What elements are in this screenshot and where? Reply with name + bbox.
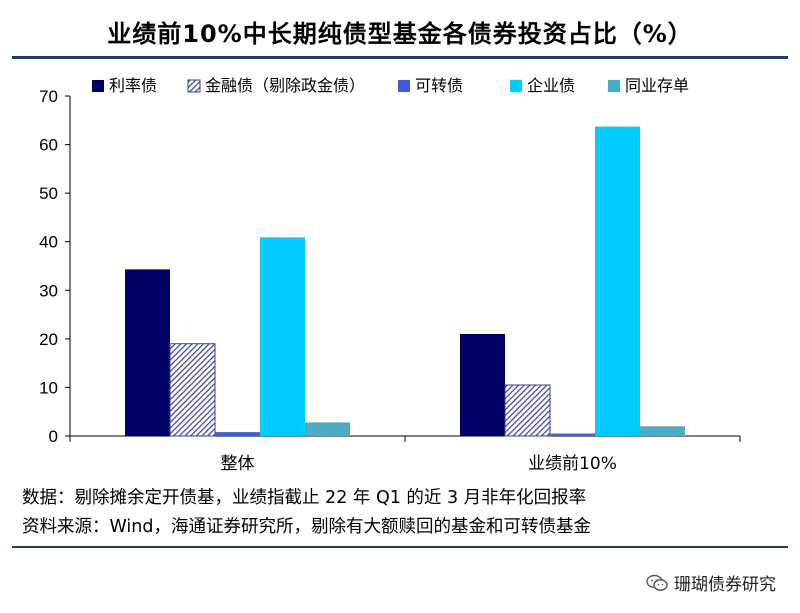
wechat-icon (646, 574, 668, 591)
bar (460, 334, 505, 436)
bar (305, 422, 350, 436)
bar (504, 384, 551, 437)
chart-title: 业绩前10%中长期纯债型基金各债券投资占比（%） (107, 20, 693, 48)
legend-swatch (187, 79, 201, 93)
legend-label: 企业债 (527, 76, 575, 95)
bar (215, 432, 260, 436)
chart-legend: 利率债 金融债（剔除政金债） 可转债 企业债 同业存单 (92, 76, 689, 95)
bar (125, 269, 170, 436)
legend-label: 利率债 (109, 76, 157, 95)
bar (550, 433, 595, 436)
legend-label: 金融债（剔除政金债） (205, 76, 365, 95)
y-tick-label: 50 (39, 184, 58, 203)
y-tick-label: 60 (39, 136, 58, 155)
brand: 珊瑚债券研究 (646, 570, 776, 595)
legend-swatch (510, 80, 522, 92)
legend-swatch (608, 80, 620, 92)
legend-item: 企业债 (510, 76, 575, 95)
bar (169, 343, 216, 437)
legend-swatch (92, 80, 104, 92)
bar (595, 126, 640, 436)
brand-name: 珊瑚债券研究 (674, 575, 776, 595)
footer-rule (12, 546, 788, 548)
title-rule (12, 56, 788, 59)
legend-item: 可转债 (398, 76, 463, 95)
legend-item: 利率债 (92, 76, 157, 95)
source-note: 资料来源：Wind，海通证券研究所，剔除有大额赎回的基金和可转债基金 (22, 517, 591, 537)
chart-bars (125, 126, 685, 437)
x-category-label: 业绩前10% (528, 454, 617, 474)
y-tick-label: 40 (39, 233, 58, 252)
y-tick-label: 30 (39, 281, 58, 300)
y-tick-label: 0 (49, 427, 58, 446)
y-tick-label: 20 (39, 330, 58, 349)
bar (260, 237, 305, 436)
legend-item: 同业存单 (608, 76, 689, 95)
legend-item: 金融债（剔除政金债） (187, 76, 365, 95)
bar-chart: 利率债 金融债（剔除政金债） 可转债 企业债 同业存单 0 10 20 30 40 50 60 70 整… (39, 76, 741, 474)
y-tick-label: 70 (39, 87, 58, 106)
x-category-label: 整体 (221, 454, 255, 474)
chart-notes: 数据：剔除摊余定开债基，业绩指截止 22 年 Q1 的近 3 月非年化回报率 资… (22, 484, 591, 542)
bar (640, 426, 685, 436)
y-tick-label: 10 (39, 378, 58, 397)
legend-label: 可转债 (415, 76, 463, 95)
data-note: 数据：剔除摊余定开债基，业绩指截止 22 年 Q1 的近 3 月非年化回报率 (22, 488, 587, 508)
legend-label: 同业存单 (625, 76, 689, 95)
legend-swatch (398, 80, 410, 92)
